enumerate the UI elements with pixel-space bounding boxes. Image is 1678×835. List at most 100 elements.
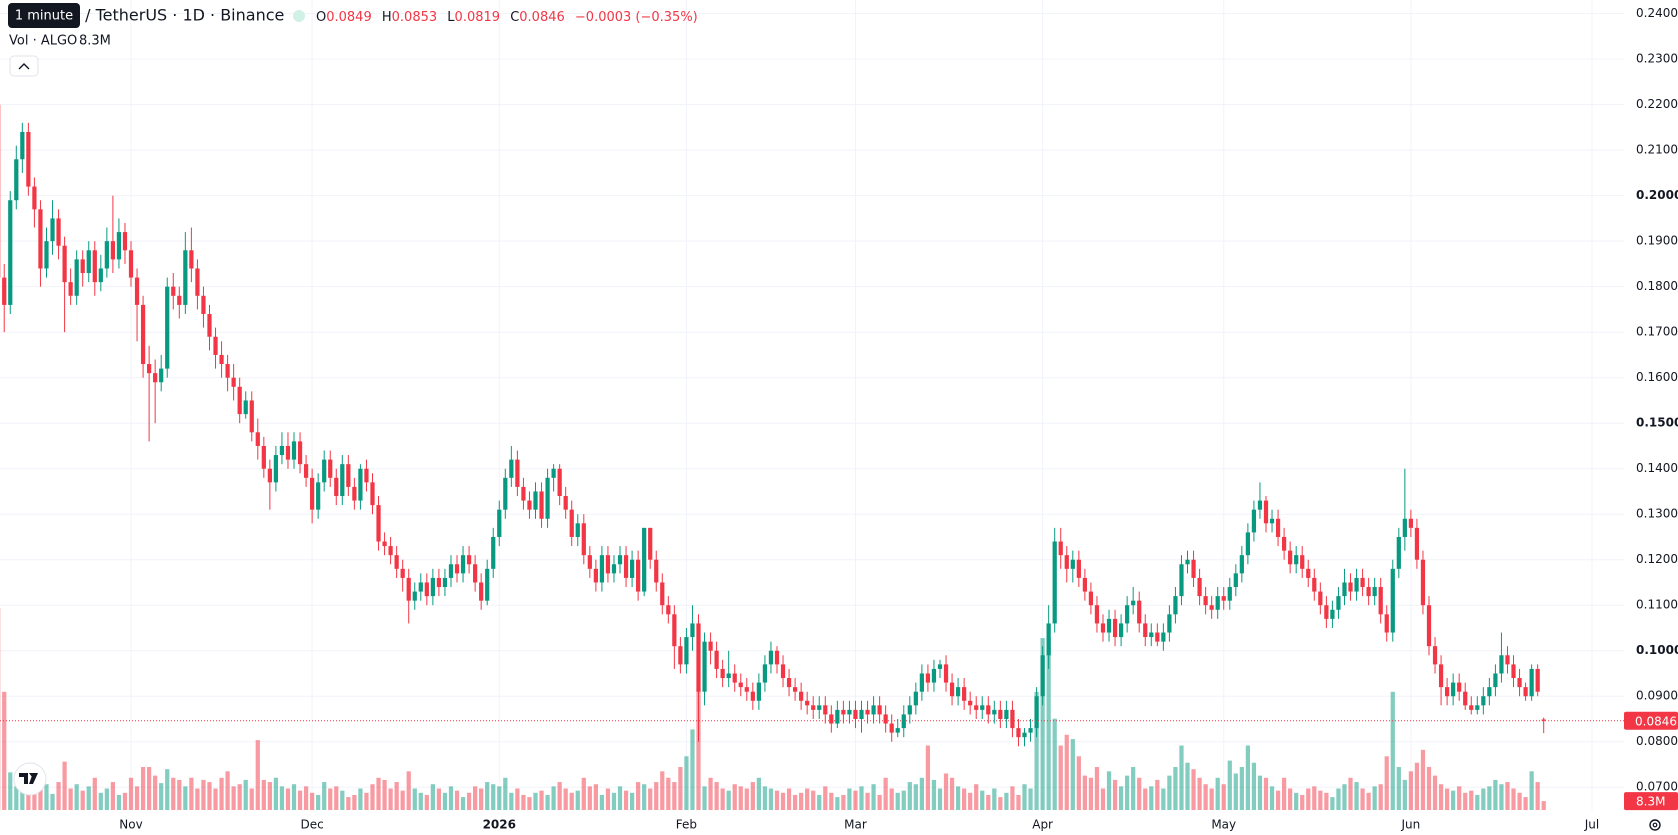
volume-bar [1384,756,1389,810]
volume-bar [267,782,272,810]
candle-body [1179,564,1184,597]
volume-bar [460,797,466,810]
candle-body [581,523,586,556]
volume-bar [623,790,629,810]
candle-body [1432,646,1438,665]
volume-bar [1221,784,1226,810]
candle-body [364,468,369,483]
volume-bar [14,786,19,810]
volume-bar [249,788,254,810]
candle-body [738,682,743,688]
volume-bar [1137,777,1142,810]
volume-bar [1444,788,1450,810]
volume-bar [1052,718,1057,810]
logo-circle[interactable] [13,762,47,796]
volume-bar [1378,784,1383,810]
collapse-box[interactable] [9,55,39,77]
candle-body [1475,705,1480,710]
candle-body [1070,559,1075,569]
candle-body [1378,587,1383,615]
volume-bar [756,777,761,810]
settings-button[interactable] [1649,819,1661,831]
volume-bar [1523,797,1528,810]
candle-body [931,668,937,683]
volume-bar [1215,777,1220,810]
candle-body [424,582,429,597]
candle-body [883,714,888,724]
candle-body [62,245,67,283]
last-price-label: 0.0846 [1635,714,1677,728]
volume-bar [841,794,846,810]
candle-body [255,432,260,446]
candle-body [92,250,97,283]
volume-bar [1125,775,1130,810]
volume-bar [1541,801,1546,810]
volume-bar [575,790,580,810]
volume-bar [853,790,858,810]
volume-bar [1257,775,1263,810]
candle-body [1209,605,1214,610]
candle-body [159,368,164,383]
volume-bar [919,777,924,810]
volume-bar [762,786,768,810]
volume-bar [116,794,122,810]
candle-body [1173,596,1178,615]
collapse-button[interactable] [9,55,39,77]
candle-body [460,555,466,574]
volume-bar [382,779,387,810]
candle-body [1360,577,1365,588]
volume-bar [1203,784,1208,810]
volume-bar [74,784,79,810]
candle-body [128,250,134,278]
y-tick-label: 0.1600 [1636,370,1678,384]
volume-bar [189,777,194,810]
volume-bar [1535,782,1540,810]
volume-bar [642,784,647,810]
candle-body [104,241,109,269]
market-status[interactable] [293,10,305,22]
candle-body [273,455,279,483]
y-tick-label: 0.0700 [1636,780,1678,794]
candle-body [925,673,931,683]
candle-body [316,482,321,510]
candle-body [1239,555,1244,574]
volume-bar [1294,792,1299,810]
candle-body [207,313,212,337]
candle-body [479,582,484,601]
candle-body [1529,668,1534,697]
volume-bar [702,786,707,810]
volume-pane [0,608,1546,810]
volume-bar [1372,786,1377,810]
candle-body [436,577,442,588]
gear-icon[interactable] [1649,819,1661,831]
volume-bar [587,786,592,810]
candle-body [32,186,37,210]
volume-bar [1076,756,1081,810]
candle-body [642,527,647,592]
volume-bar [1529,771,1534,810]
tooltip-text: 1 minute [15,9,73,24]
candle-body [762,664,768,683]
candle-body [328,459,333,478]
volume-bar [678,767,683,810]
volume-bar [1118,786,1124,810]
candle-body [1143,623,1148,638]
candle-body [865,709,870,715]
volume-bar [322,782,327,810]
volume-bar [527,797,532,810]
candle-body [285,445,291,460]
volume-bar [1016,794,1021,810]
candle-body [38,209,43,269]
candle-body [708,641,713,651]
candle-body [593,568,598,583]
volume-bar [1088,777,1094,810]
candle-body [557,468,562,497]
volume-bar [1185,762,1190,810]
candle-body [744,687,749,692]
candle-body [786,678,792,688]
candle-body [1438,664,1444,688]
candle-body [1354,577,1359,592]
volume-bar [557,782,562,810]
tv-logo[interactable] [13,762,47,796]
